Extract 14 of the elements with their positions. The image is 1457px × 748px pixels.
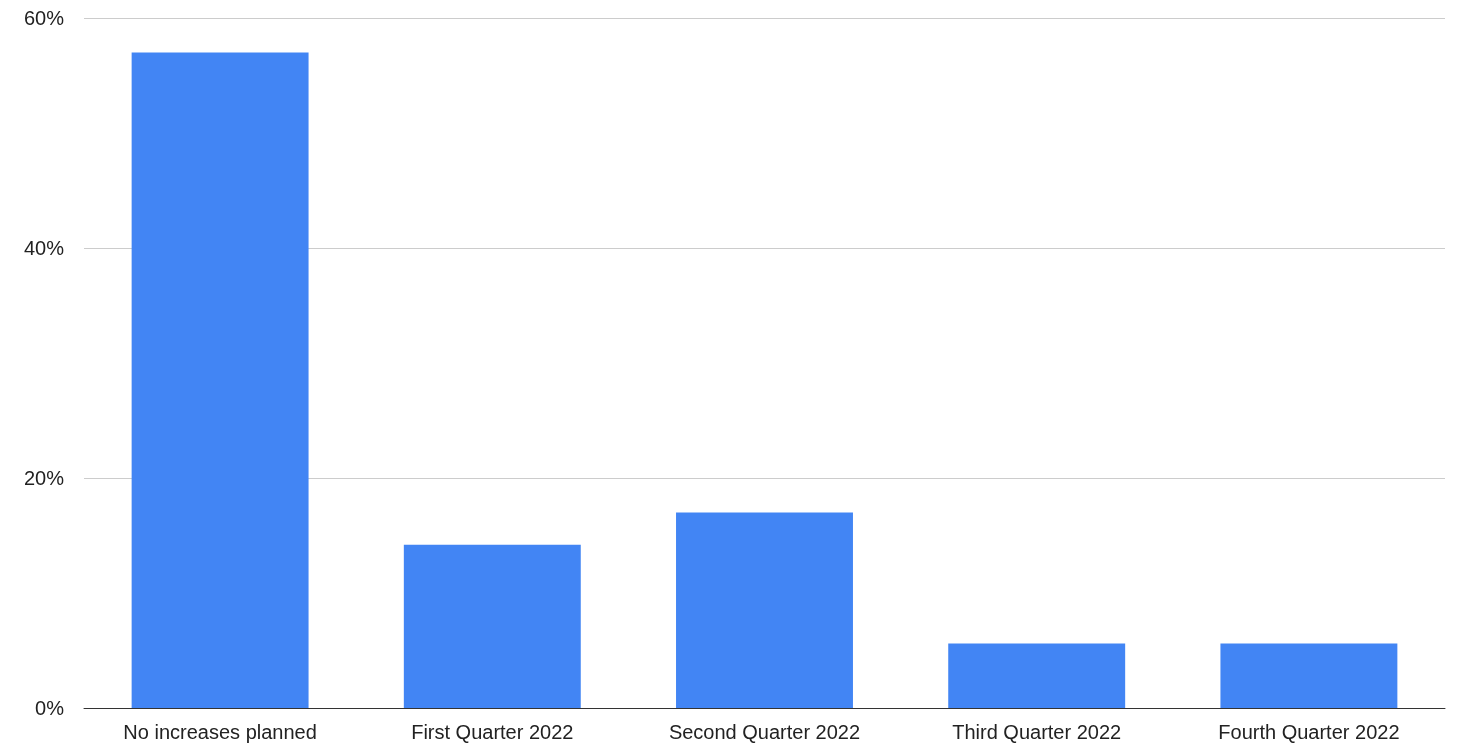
x-tick-label: No increases planned bbox=[123, 721, 317, 743]
x-tick-label: Second Quarter 2022 bbox=[668, 721, 861, 743]
x-tick-label: Fourth Quarter 2022 bbox=[1218, 721, 1400, 743]
y-tick-label: 20% bbox=[23, 467, 65, 489]
bar bbox=[948, 643, 1126, 708]
bar bbox=[676, 512, 853, 708]
bar bbox=[131, 52, 309, 708]
x-tick-label: Third Quarter 2022 bbox=[952, 721, 1122, 743]
x-tick-label: First Quarter 2022 bbox=[411, 721, 574, 743]
y-tick-label: 60% bbox=[23, 7, 65, 29]
bar bbox=[403, 544, 581, 708]
bar bbox=[1220, 643, 1398, 708]
y-tick-label: 40% bbox=[23, 237, 65, 259]
y-tick-label: 0% bbox=[35, 697, 65, 719]
